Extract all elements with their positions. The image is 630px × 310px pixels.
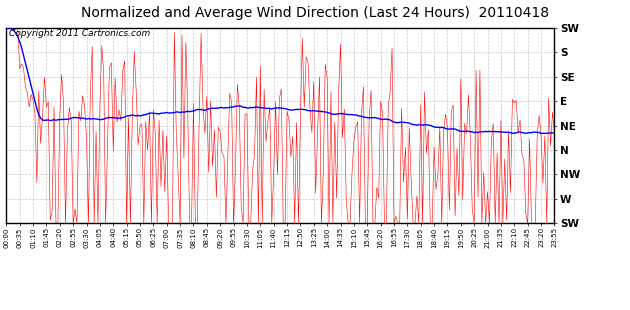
Text: Copyright 2011 Cartronics.com: Copyright 2011 Cartronics.com [9, 29, 151, 38]
Text: Normalized and Average Wind Direction (Last 24 Hours)  20110418: Normalized and Average Wind Direction (L… [81, 6, 549, 20]
